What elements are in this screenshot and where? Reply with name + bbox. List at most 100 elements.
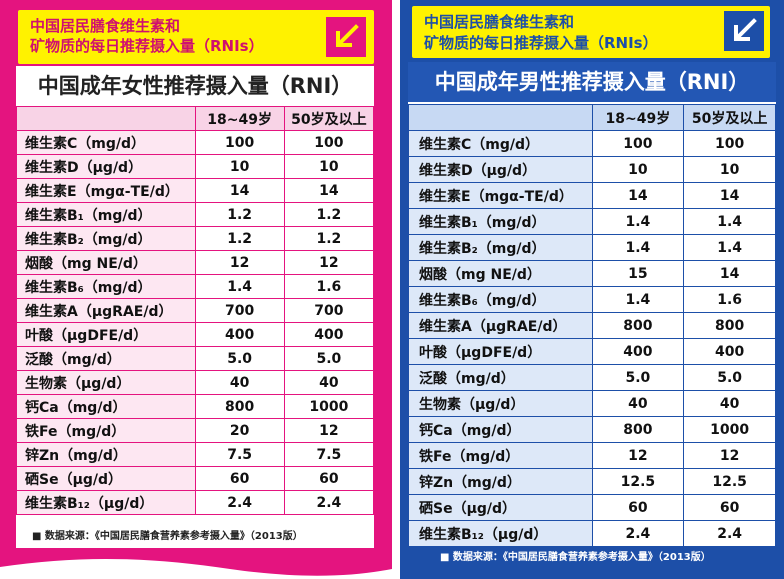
value-50-plus: 14 — [283, 178, 375, 203]
value-50-plus: 10 — [683, 156, 776, 183]
value-50-plus: 100 — [283, 130, 375, 155]
value-50-plus: 60 — [683, 494, 776, 521]
banner-text: 中国居民膳食维生素和 矿物质的每日推荐摄入量（RNIs） — [30, 16, 320, 56]
header-nutrient — [408, 104, 593, 131]
value-18-49: 12 — [591, 442, 685, 469]
value-50-plus: 400 — [283, 322, 375, 347]
value-18-49: 1.4 — [591, 286, 685, 313]
nutrient-name: 泛酸（mg/d） — [16, 346, 196, 371]
table-row: 泛酸（mg/d） 5.0 5.0 — [16, 346, 375, 371]
table-row: 硒Se（μg/d） 60 60 — [16, 466, 375, 491]
value-18-49: 60 — [591, 494, 685, 521]
table-row: 锌Zn（mg/d） 12.5 12.5 — [408, 468, 776, 495]
table-row: 维生素D（μg/d） 10 10 — [16, 154, 375, 179]
value-50-plus: 400 — [683, 338, 776, 365]
table-row: 叶酸（μgDFE/d） 400 400 — [16, 322, 375, 347]
value-50-plus: 1.6 — [683, 286, 776, 313]
table-row: 维生素B₂（mg/d） 1.4 1.4 — [408, 234, 776, 261]
value-18-49: 12 — [194, 250, 285, 275]
value-50-plus: 800 — [683, 312, 776, 339]
value-18-49: 2.4 — [194, 490, 285, 515]
value-50-plus: 10 — [283, 154, 375, 179]
table-row: 钙Ca（mg/d） 800 1000 — [16, 394, 375, 419]
nutrient-name: 维生素C（mg/d） — [16, 130, 196, 155]
table-row: 维生素B₆（mg/d） 1.4 1.6 — [408, 286, 776, 313]
value-50-plus: 7.5 — [283, 442, 375, 467]
value-18-49: 10 — [591, 156, 685, 183]
value-18-49: 40 — [194, 370, 285, 395]
value-18-49: 1.4 — [591, 234, 685, 261]
nutrient-name: 维生素B₂（mg/d） — [408, 234, 593, 261]
nutrient-name: 钙Ca（mg/d） — [408, 416, 593, 443]
value-50-plus: 12 — [283, 250, 375, 275]
banner-male: 中国居民膳食维生素和 矿物质的每日推荐摄入量（RNIs） — [412, 6, 770, 58]
value-18-49: 2.4 — [591, 520, 685, 547]
male-table-title: 中国成年男性推荐摄入量（RNI） — [408, 62, 776, 102]
table-row: 维生素A（μgRAE/d） 800 800 — [408, 312, 776, 339]
table-row: 生物素（μg/d） 40 40 — [408, 390, 776, 417]
value-50-plus: 60 — [283, 466, 375, 491]
table-row: 生物素（μg/d） 40 40 — [16, 370, 375, 395]
nutrient-name: 维生素B₁₂（μg/d） — [408, 520, 593, 547]
value-50-plus: 1.4 — [683, 208, 776, 235]
value-50-plus: 700 — [283, 298, 375, 323]
value-50-plus: 40 — [683, 390, 776, 417]
nutrient-name: 维生素B₆（mg/d） — [16, 274, 196, 299]
nutrient-name: 维生素A（μgRAE/d） — [408, 312, 593, 339]
table-row: 铁Fe（mg/d） 20 12 — [16, 418, 375, 443]
value-18-49: 15 — [591, 260, 685, 287]
nutrient-name: 维生素B₂（mg/d） — [16, 226, 196, 251]
value-18-49: 10 — [194, 154, 285, 179]
nutrient-name: 铁Fe（mg/d） — [408, 442, 593, 469]
nutrient-name: 锌Zn（mg/d） — [16, 442, 196, 467]
value-18-49: 14 — [591, 182, 685, 209]
table-row: 钙Ca（mg/d） 800 1000 — [408, 416, 776, 443]
nutrient-name: 维生素D（μg/d） — [408, 156, 593, 183]
banner-text: 中国居民膳食维生素和 矿物质的每日推荐摄入量（RNIs） — [424, 12, 714, 54]
nutrient-name: 维生素B₁₂（μg/d） — [16, 490, 196, 515]
value-50-plus: 1000 — [683, 416, 776, 443]
value-18-49: 100 — [194, 130, 285, 155]
value-18-49: 60 — [194, 466, 285, 491]
value-50-plus: 5.0 — [283, 346, 375, 371]
nutrient-name: 铁Fe（mg/d） — [16, 418, 196, 443]
nutrient-name: 叶酸（μgDFE/d） — [408, 338, 593, 365]
nutrient-name: 烟酸（mg NE/d） — [408, 260, 593, 287]
value-50-plus: 1.2 — [283, 226, 375, 251]
value-18-49: 1.2 — [194, 226, 285, 251]
table-header-row: 18~49岁 50岁及以上 — [408, 104, 776, 131]
nutrient-name: 硒Se（μg/d） — [16, 466, 196, 491]
nutrient-name: 维生素E（mgα-TE/d） — [408, 182, 593, 209]
header-18-49: 18~49岁 — [194, 106, 285, 131]
male-panel: 中国居民膳食维生素和 矿物质的每日推荐摄入量（RNIs） 中国成年男性推荐摄入量… — [400, 0, 784, 579]
value-50-plus: 100 — [683, 130, 776, 157]
table-row: 烟酸（mg NE/d） 12 12 — [16, 250, 375, 275]
table-row: 硒Se（μg/d） 60 60 — [408, 494, 776, 521]
banner-female: 中国居民膳食维生素和 矿物质的每日推荐摄入量（RNIs） — [18, 10, 374, 64]
value-18-49: 100 — [591, 130, 685, 157]
panel-divider — [392, 0, 400, 579]
nutrient-name: 烟酸（mg NE/d） — [16, 250, 196, 275]
nutrient-name: 维生素C（mg/d） — [408, 130, 593, 157]
nutrient-name: 维生素B₁（mg/d） — [16, 202, 196, 227]
value-18-49: 1.4 — [591, 208, 685, 235]
value-18-49: 800 — [194, 394, 285, 419]
value-50-plus: 12 — [683, 442, 776, 469]
female-table-title: 中国成年女性推荐摄入量（RNI） — [37, 74, 353, 98]
value-18-49: 1.2 — [194, 202, 285, 227]
arrow-down-left-icon — [724, 11, 764, 51]
nutrient-name: 维生素B₁（mg/d） — [408, 208, 593, 235]
value-50-plus: 14 — [683, 182, 776, 209]
value-50-plus: 12 — [283, 418, 375, 443]
value-50-plus: 1.2 — [283, 202, 375, 227]
value-50-plus: 2.4 — [683, 520, 776, 547]
value-18-49: 400 — [194, 322, 285, 347]
nutrient-name: 生物素（μg/d） — [16, 370, 196, 395]
female-source-note: ■ 数据来源：《中国居民膳食营养素参考摄入量》（2013版） — [32, 531, 303, 542]
female-rni-table: 18~49岁 50岁及以上 维生素C（mg/d） 100 100 维生素D（μg/d）… — [16, 106, 375, 515]
value-18-49: 12.5 — [591, 468, 685, 495]
table-row: 维生素D（μg/d） 10 10 — [408, 156, 776, 183]
value-18-49: 5.0 — [591, 364, 685, 391]
table-row: 维生素B₁（mg/d） 1.2 1.2 — [16, 202, 375, 227]
table-row: 维生素B₂（mg/d） 1.2 1.2 — [16, 226, 375, 251]
